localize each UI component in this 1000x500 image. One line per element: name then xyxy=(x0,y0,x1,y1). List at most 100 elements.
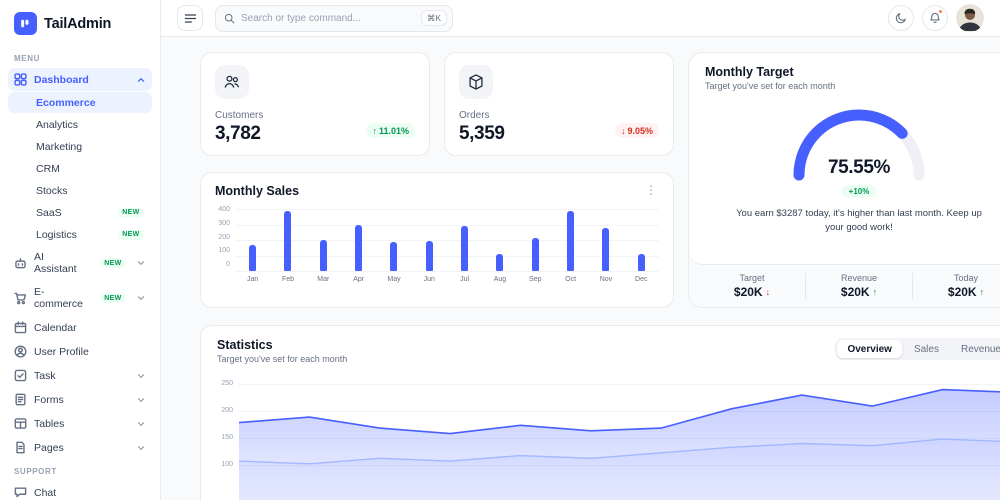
search-bar[interactable]: ⌘K xyxy=(215,4,453,32)
sidebar-item-ai-assistant[interactable]: AI Assistant NEW xyxy=(8,246,152,280)
bar-apr[interactable] xyxy=(341,209,376,271)
stat-label: Today xyxy=(953,273,979,283)
y-tick: 100 xyxy=(221,461,233,468)
target-stats-row: Target $20K ↓ Revenue $20K ↑ Today $20K ↑ xyxy=(689,265,1000,307)
bar-dec[interactable] xyxy=(624,209,659,271)
sidebar-item-dashboard[interactable]: Dashboard xyxy=(8,68,152,91)
x-tick: Dec xyxy=(635,276,648,283)
bar-x-axis: Jan Feb Mar Apr May Jun Jul Aug Sep Oct Nov Dec xyxy=(235,276,659,283)
app-logo[interactable]: TailAdmin xyxy=(0,10,160,47)
sidebar-nav: MENU Dashboard Ecommerce Analytics Marketing… xyxy=(0,47,160,500)
gridline xyxy=(235,224,659,226)
nav-label: Dashboard xyxy=(34,73,89,86)
metric-label: Customers xyxy=(215,110,264,121)
nav-section-label-support: SUPPORT xyxy=(14,467,57,476)
arrow-up-icon: ↑ xyxy=(979,287,985,297)
new-badge: NEW xyxy=(99,293,126,303)
sidebar-subitem-logistics[interactable]: Logistics NEW xyxy=(8,224,152,245)
y-tick: 100 xyxy=(218,247,230,255)
gridline xyxy=(235,209,659,210)
monthly-sales-chart: 400 300 200 100 0 Jan Feb Mar Apr May Jun Jul Aug Se… xyxy=(215,206,659,283)
sidebar-item-task[interactable]: Task xyxy=(8,364,152,387)
user-avatar[interactable] xyxy=(956,4,984,32)
bar-jan[interactable] xyxy=(235,209,270,271)
nav-label: Pages xyxy=(34,441,64,454)
bar-feb[interactable] xyxy=(270,209,305,271)
tab-revenue[interactable]: Revenue xyxy=(960,343,1000,355)
arrow-up-icon: ↑ xyxy=(872,287,878,297)
y-tick: 200 xyxy=(218,233,230,241)
main-area: ⌘K Customers3,782↑11.01%Orders5,359↓9.05… xyxy=(161,0,1000,500)
sidebar-subitem-analytics[interactable]: Analytics xyxy=(8,114,152,135)
gauge-arc xyxy=(793,109,925,181)
x-tick: May xyxy=(387,276,401,283)
tailadmin-logo-icon xyxy=(14,12,37,35)
bar-may[interactable] xyxy=(376,209,411,271)
sidebar-item-calendar[interactable]: Calendar xyxy=(8,316,152,339)
sidebar-item-chat[interactable]: Chat xyxy=(8,481,152,500)
x-tick: Jul xyxy=(460,276,470,283)
y-tick: 150 xyxy=(221,434,233,441)
dark-mode-toggle[interactable] xyxy=(888,5,914,31)
metric-cards: Customers 3,782 ↑ 11.01% Orders 5,359 ↓ 9.05% xyxy=(200,52,674,156)
nav-group-menu: Dashboard Ecommerce Analytics Marketing CRM S… xyxy=(0,68,160,459)
nav-label: Chat xyxy=(34,486,57,499)
sidebar-item-forms[interactable]: Forms xyxy=(8,388,152,411)
group-icon xyxy=(215,65,249,99)
sidebar-subitem-saas[interactable]: SaaS NEW xyxy=(8,202,152,223)
sidebar-item-user-profile[interactable]: User Profile xyxy=(8,340,152,363)
calendar-icon xyxy=(14,321,27,334)
statistics-card: Statistics Target you've set for each mo… xyxy=(200,325,1000,500)
y-tick: 200 xyxy=(221,407,233,414)
target-gauge: 75.55% +10% xyxy=(784,99,934,198)
tab-sales[interactable]: Sales xyxy=(913,343,939,355)
sidebar-subitem-ecommerce[interactable]: Ecommerce xyxy=(8,92,152,113)
top-header: ⌘K xyxy=(161,0,1000,37)
form-icon xyxy=(14,393,27,406)
bar-oct[interactable] xyxy=(553,209,588,271)
nav-label: Ecommerce xyxy=(36,96,96,109)
more-options-icon[interactable]: ⋮ xyxy=(645,183,657,197)
sidebar-item-e-commerce[interactable]: E-commerce NEW xyxy=(8,281,152,315)
monthly-target-title: Monthly Target xyxy=(705,65,794,79)
chat-icon xyxy=(14,486,27,499)
sidebar-subitem-crm[interactable]: CRM xyxy=(8,158,152,179)
sidebar-item-pages[interactable]: Pages xyxy=(8,436,152,459)
bar-jul[interactable] xyxy=(447,209,482,271)
gridline xyxy=(239,384,1000,385)
bar-aug[interactable] xyxy=(482,209,517,271)
sidebar-subitem-marketing[interactable]: Marketing xyxy=(8,136,152,157)
bar-sep[interactable] xyxy=(518,209,553,271)
delta-value: 11.01% xyxy=(378,125,409,136)
monthly-target-card: Monthly Target Target you've set for eac… xyxy=(688,52,1000,308)
search-input[interactable] xyxy=(241,12,415,24)
tab-overview[interactable]: Overview xyxy=(837,340,902,358)
cart-icon xyxy=(14,292,27,305)
stat-label: Revenue xyxy=(840,273,878,283)
notifications-button[interactable] xyxy=(922,5,948,31)
x-tick: Mar xyxy=(317,276,330,283)
new-badge: NEW xyxy=(117,229,144,240)
bar-mar[interactable] xyxy=(306,209,341,271)
y-tick: 0 xyxy=(226,261,230,268)
monthly-sales-title: Monthly Sales xyxy=(215,184,300,198)
metric-delta-badge: ↑ 11.01% xyxy=(366,123,415,138)
gridline xyxy=(235,255,659,257)
chevron-down-icon xyxy=(136,419,146,429)
bar-jun[interactable] xyxy=(412,209,447,271)
chevron-up-icon xyxy=(136,75,146,85)
stat-label: Target xyxy=(739,273,765,283)
gridline xyxy=(235,240,659,241)
menu-toggle-button[interactable] xyxy=(177,5,203,31)
sidebar-subitem-stocks[interactable]: Stocks xyxy=(8,180,152,201)
delta-value: 9.05% xyxy=(627,125,653,136)
sidebar-item-tables[interactable]: Tables xyxy=(8,412,152,435)
area-y-axis: 250 200 150 100 xyxy=(217,378,239,500)
bar-nov[interactable] xyxy=(588,209,623,271)
arrow-down-icon: ↓ xyxy=(765,287,771,297)
metric-delta-badge: ↓ 9.05% xyxy=(614,123,659,138)
statistics-chart: 250 200 150 100 xyxy=(217,378,1000,500)
x-tick: Feb xyxy=(281,276,295,283)
statistics-tabs: Overview Sales Revenue xyxy=(835,338,1000,360)
content-area: Customers 3,782 ↑ 11.01% Orders 5,359 ↓ 9.05% M… xyxy=(161,37,1000,500)
